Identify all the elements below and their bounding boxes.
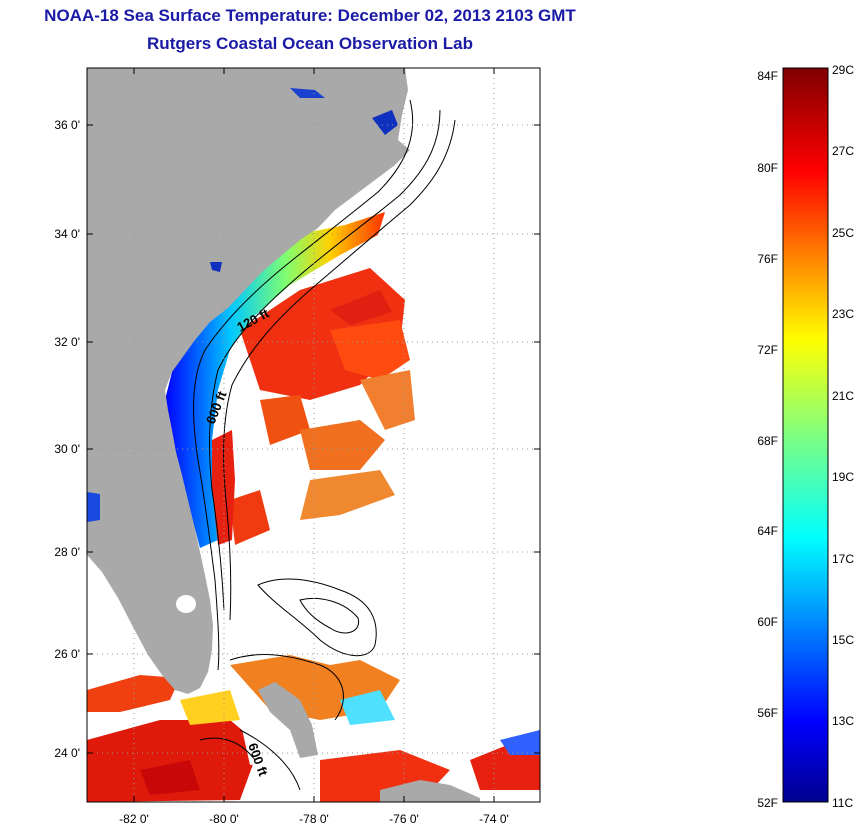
sst-swath-offshore	[230, 268, 415, 545]
colorbar-c-label: 27C	[832, 144, 854, 158]
colorbar-f-label: 72F	[757, 343, 778, 357]
lon-label: -76 0'	[389, 812, 419, 826]
colorbar-c-label: 29C	[832, 63, 854, 77]
colorbar-f-label: 68F	[757, 434, 778, 448]
lon-label: -78 0'	[299, 812, 329, 826]
colorbar: 84F 80F 76F 72F 68F 64F 60F 56F 52F 29C …	[757, 63, 854, 810]
lat-label: 34 0'	[54, 227, 80, 241]
land-mass-bahamas	[258, 682, 318, 758]
lat-label: 26 0'	[54, 647, 80, 661]
longitude-labels: -82 0' -80 0' -78 0' -76 0' -74 0'	[119, 812, 509, 826]
lat-label: 32 0'	[54, 335, 80, 349]
colorbar-c-label: 19C	[832, 470, 854, 484]
colorbar-f-label: 64F	[757, 524, 778, 538]
lat-label: 28 0'	[54, 545, 80, 559]
colorbar-f-label: 56F	[757, 706, 778, 720]
colorbar-f-label: 80F	[757, 161, 778, 175]
land-mass	[87, 68, 410, 694]
colorbar-f-label: 76F	[757, 252, 778, 266]
graticule	[87, 68, 540, 802]
colorbar-c-label: 13C	[832, 714, 854, 728]
colorbar-c-label: 23C	[832, 307, 854, 321]
lat-label: 36 0'	[54, 118, 80, 132]
lat-label: 24 0'	[54, 746, 80, 760]
colorbar-c-label: 17C	[832, 552, 854, 566]
map-ticks	[87, 68, 540, 802]
colorbar-f-labels: 84F 80F 76F 72F 68F 64F 60F 56F 52F	[757, 69, 778, 810]
colorbar-gradient	[782, 67, 829, 803]
map-title: NOAA-18 Sea Surface Temperature: Decembe…	[44, 6, 576, 25]
sound-water	[372, 110, 398, 135]
map-subtitle: Rutgers Coastal Ocean Observation Lab	[147, 34, 473, 53]
bathymetry-contours	[193, 99, 456, 791]
lon-label: -82 0'	[119, 812, 149, 826]
colorbar-c-labels: 29C 27C 25C 23C 21C 19C 17C 15C 13C 11C	[832, 63, 854, 810]
colorbar-c-label: 21C	[832, 389, 854, 403]
colorbar-c-label: 15C	[832, 633, 854, 647]
latitude-labels: 36 0' 34 0' 32 0' 30 0' 28 0' 26 0' 24 0…	[54, 118, 80, 760]
lake-water	[290, 88, 325, 98]
map-panel: 120 ft 600 ft 600 ft	[87, 68, 540, 802]
land-mass-cuba	[380, 780, 480, 802]
lake-okeechobee	[176, 595, 196, 613]
colorbar-c-label: 11C	[832, 796, 853, 810]
lake-water	[210, 262, 222, 272]
lat-label: 30 0'	[54, 442, 80, 456]
gulf-water	[87, 492, 100, 522]
colorbar-f-label: 84F	[757, 69, 778, 83]
lon-label: -74 0'	[479, 812, 509, 826]
lon-label: -80 0'	[209, 812, 239, 826]
colorbar-f-label: 52F	[757, 796, 778, 810]
colorbar-f-label: 60F	[757, 615, 778, 629]
colorbar-c-label: 25C	[832, 226, 854, 240]
